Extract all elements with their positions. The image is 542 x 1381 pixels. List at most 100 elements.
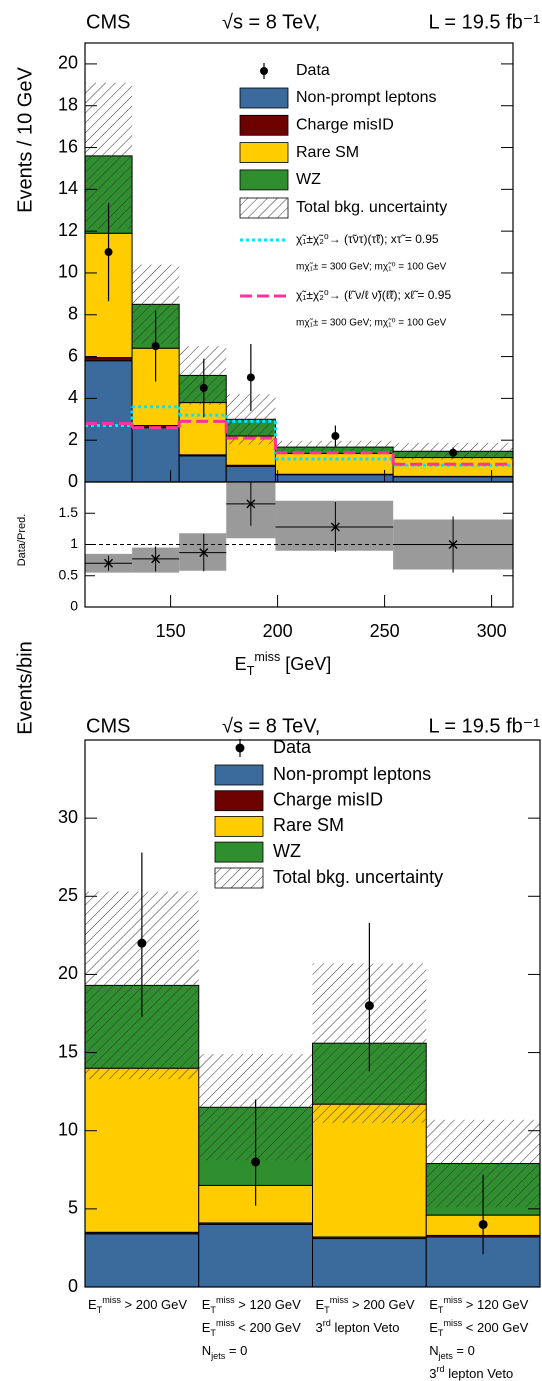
x-category-label-part: N bbox=[202, 1343, 211, 1358]
x-category-label-part: E bbox=[88, 1297, 97, 1312]
stack-segment bbox=[392, 476, 514, 483]
legend-swatch bbox=[214, 867, 264, 889]
data-point bbox=[137, 938, 147, 948]
data-point bbox=[478, 1219, 488, 1229]
legend-label: Data bbox=[296, 62, 330, 79]
luminosity-label: L = 19.5 fb⁻¹ bbox=[428, 715, 540, 737]
legend-swatch bbox=[239, 87, 289, 109]
x-category-label-part: jets bbox=[210, 1351, 226, 1361]
x-category-label-part: < 200 GeV bbox=[235, 1320, 301, 1335]
y-tick-label: 1 bbox=[70, 535, 78, 551]
y-tick-label: 16 bbox=[58, 136, 78, 156]
x-category-label-part: < 200 GeV bbox=[462, 1320, 528, 1335]
x-category-label-part: E bbox=[429, 1320, 438, 1335]
legend-swatch bbox=[214, 764, 264, 786]
x-axis-title-part: miss bbox=[254, 650, 280, 664]
y-axis-title: Events/bin bbox=[14, 641, 36, 734]
x-category-label: ETmiss > 200 GeV bbox=[88, 1295, 187, 1315]
data-point bbox=[331, 432, 340, 441]
x-category-label-part: = 0 bbox=[225, 1343, 247, 1358]
stack-segment bbox=[131, 427, 180, 483]
x-category-label: ETmiss > 120 GeV bbox=[429, 1295, 528, 1315]
legend-label: Non-prompt leptons bbox=[273, 764, 431, 784]
x-category-label: ETmiss < 200 GeV bbox=[429, 1318, 528, 1338]
y-tick-label: 12 bbox=[58, 220, 78, 240]
ratio-point bbox=[104, 558, 114, 568]
y-tick-label: 0 bbox=[68, 1276, 78, 1296]
data-point bbox=[364, 1001, 374, 1011]
y-tick-label: 0 bbox=[68, 471, 78, 491]
x-category-label-part: = 0 bbox=[453, 1343, 475, 1358]
x-category-label-part: miss bbox=[443, 1318, 462, 1328]
stack-segment bbox=[84, 360, 133, 483]
legend-label: Charge misID bbox=[273, 789, 383, 809]
legend-swatch bbox=[214, 841, 264, 863]
y-tick-label: 6 bbox=[68, 345, 78, 365]
x-category-label-part: rd bbox=[323, 1318, 331, 1328]
x-category-label: Njets = 0 bbox=[429, 1343, 475, 1361]
x-category-label: 3rd lepton Veto bbox=[429, 1364, 513, 1381]
x-category-label: ETmiss > 120 GeV bbox=[202, 1295, 301, 1315]
legend-swatch bbox=[239, 114, 289, 136]
y-tick-label: 20 bbox=[58, 963, 78, 983]
uncertainty-band bbox=[275, 440, 394, 454]
stack-segment bbox=[84, 1233, 200, 1288]
stack-segment bbox=[198, 1223, 313, 1288]
y-tick-label: 30 bbox=[58, 807, 78, 827]
x-category-label-part: miss bbox=[443, 1295, 462, 1305]
x-axis-title: ETmiss [GeV] bbox=[235, 650, 332, 678]
legend-swatch bbox=[214, 816, 264, 837]
x-tick-label: 300 bbox=[477, 621, 507, 641]
legend-label: Rare SM bbox=[296, 144, 359, 161]
experiment-label: CMS bbox=[86, 11, 130, 33]
x-category-label-part: miss bbox=[330, 1295, 349, 1305]
x-category-label-part: E bbox=[202, 1297, 211, 1312]
y-tick-label: 10 bbox=[58, 262, 78, 282]
stack-segment bbox=[84, 1067, 200, 1233]
stack-segment bbox=[312, 1238, 427, 1288]
x-category-label-part: N bbox=[429, 1343, 438, 1358]
x-category-label-part: T bbox=[210, 1328, 216, 1338]
x-category-label-part: T bbox=[324, 1305, 330, 1315]
x-category-label-part: 3 bbox=[316, 1320, 323, 1335]
legend-marker bbox=[235, 743, 245, 753]
x-category-label-part: > 200 GeV bbox=[121, 1297, 187, 1312]
x-category-label-part: miss bbox=[102, 1295, 121, 1305]
legend-label: WZ bbox=[273, 841, 301, 861]
legend-sublabel: mχ̃₁± = 300 GeV; mχ̃₁⁰ = 100 GeV bbox=[296, 318, 447, 329]
x-category-label-part: miss bbox=[216, 1295, 235, 1305]
y-tick-label: 20 bbox=[58, 53, 78, 73]
x-category-label-part: lepton Veto bbox=[331, 1320, 400, 1335]
legend-label: Total bkg. uncertainty bbox=[296, 199, 447, 216]
ratio-point bbox=[151, 554, 161, 564]
x-category-label-part: T bbox=[210, 1305, 216, 1315]
legend-label: Data bbox=[273, 737, 312, 757]
x-category-label-part: T bbox=[438, 1305, 444, 1315]
data-point bbox=[199, 383, 208, 392]
experiment-label: CMS bbox=[86, 715, 130, 737]
x-category-label-part: T bbox=[438, 1328, 444, 1338]
y-tick-label: 1.5 bbox=[59, 504, 79, 520]
data-point bbox=[104, 248, 113, 257]
x-tick-label: 200 bbox=[263, 621, 293, 641]
ratio-point bbox=[448, 540, 458, 549]
x-category-label-part: E bbox=[316, 1297, 325, 1312]
x-category-label-part: E bbox=[429, 1297, 438, 1312]
y-tick-label: 8 bbox=[68, 304, 78, 324]
stack-segment bbox=[274, 452, 394, 475]
energy-label: √s = 8 TeV, bbox=[222, 715, 320, 737]
x-category-label-part: lepton Veto bbox=[445, 1366, 514, 1381]
legend-label: WZ bbox=[296, 171, 321, 188]
x-category-label-part: > 120 GeV bbox=[235, 1297, 301, 1312]
y-tick-label: 10 bbox=[58, 1119, 78, 1139]
stack-segment bbox=[274, 474, 394, 483]
ratio-point bbox=[330, 522, 340, 532]
x-tick-label: 250 bbox=[370, 621, 400, 641]
legend-swatch bbox=[239, 142, 289, 164]
y-tick-label: 2 bbox=[68, 429, 78, 449]
x-category-label: ETmiss > 200 GeV bbox=[316, 1295, 415, 1315]
legend-label: Non-prompt leptons bbox=[296, 89, 437, 106]
ratio-point bbox=[199, 548, 209, 558]
x-category-label: Njets = 0 bbox=[202, 1343, 248, 1361]
